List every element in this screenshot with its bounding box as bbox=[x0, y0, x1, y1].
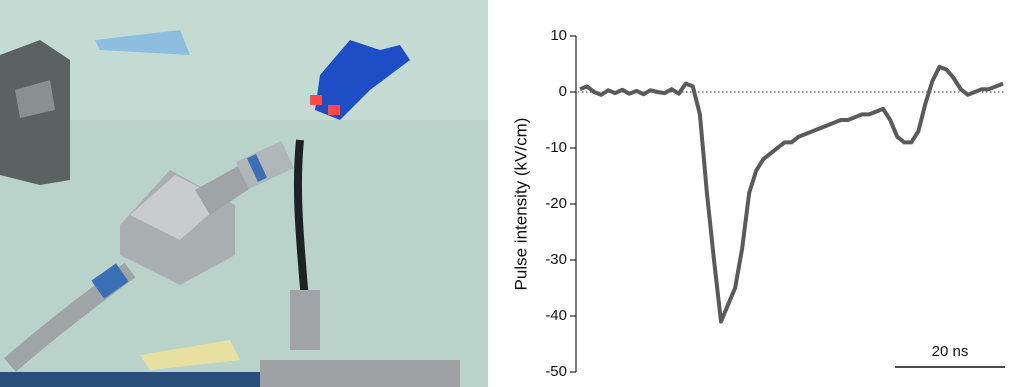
photo bbox=[0, 0, 488, 387]
y-tick-label: -40 bbox=[545, 307, 567, 324]
y-tick-label: -30 bbox=[545, 251, 567, 268]
y-tick-label: -10 bbox=[545, 139, 567, 156]
y-axis-label: Pulse intensity (kV/cm) bbox=[511, 118, 530, 291]
y-tick-label: 0 bbox=[559, 83, 567, 100]
y-tick-label: 10 bbox=[550, 27, 567, 44]
y-tick-label: -50 bbox=[545, 363, 567, 380]
data-line bbox=[579, 64, 1004, 324]
y-tick-label: -20 bbox=[545, 195, 567, 212]
scale-bar-label: 20 ns bbox=[932, 343, 969, 360]
